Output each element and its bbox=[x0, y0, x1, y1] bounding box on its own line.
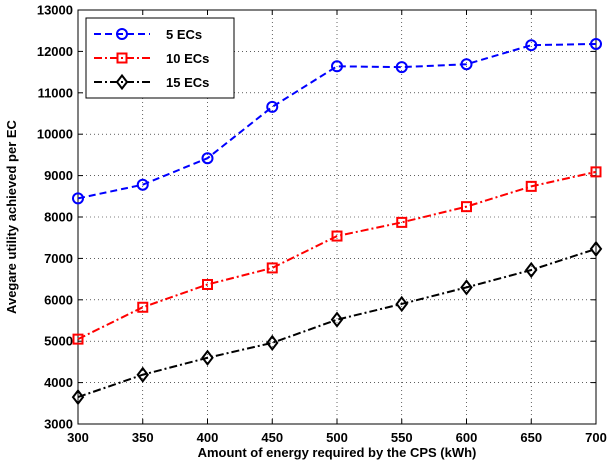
data-point bbox=[525, 180, 537, 192]
data-point bbox=[136, 366, 150, 383]
data-point bbox=[72, 333, 84, 345]
data-point bbox=[201, 349, 214, 366]
data-point bbox=[72, 192, 84, 205]
data-point bbox=[265, 334, 279, 351]
data-point bbox=[331, 60, 343, 73]
data-point bbox=[330, 311, 344, 328]
data-point bbox=[266, 100, 279, 113]
legend-marker bbox=[116, 52, 128, 64]
legend-box bbox=[85, 17, 235, 99]
y-tick-label: 13000 bbox=[37, 3, 73, 18]
series-line bbox=[77, 170, 597, 341]
x-axis-label: Amount of energy required by the CPS (kW… bbox=[198, 445, 477, 460]
x-tick-label: 600 bbox=[456, 430, 478, 445]
data-point bbox=[590, 37, 602, 50]
y-tick-label: 5000 bbox=[44, 334, 73, 349]
legend-label: 10 ECs bbox=[166, 51, 209, 66]
data-point bbox=[395, 61, 408, 74]
data-point bbox=[137, 301, 149, 313]
y-tick-label: 11000 bbox=[38, 85, 73, 100]
data-point bbox=[331, 230, 343, 242]
y-tick-label: 6000 bbox=[44, 292, 73, 307]
data-point bbox=[590, 166, 602, 178]
y-tick-label: 7000 bbox=[44, 251, 73, 266]
legend-label: 15 ECs bbox=[166, 75, 209, 90]
legend-item: 15 ECs bbox=[94, 73, 209, 91]
data-point bbox=[524, 261, 538, 279]
data-point bbox=[396, 216, 408, 228]
data-point bbox=[136, 178, 149, 191]
legend-label: 5 ECs bbox=[166, 27, 202, 42]
data-point bbox=[266, 262, 278, 274]
x-tick-label: 650 bbox=[520, 430, 542, 445]
data-point bbox=[461, 201, 472, 213]
y-tick-label: 12000 bbox=[37, 44, 73, 59]
data-point bbox=[460, 58, 473, 71]
legend-item: 5 ECs bbox=[94, 27, 202, 42]
axis-ticks: 300 350 400 450 500 550 600 650 700 3000 4000 5000 6… bbox=[37, 3, 607, 446]
data-point bbox=[201, 152, 214, 165]
y-tick-label: 9000 bbox=[44, 168, 73, 183]
x-tick-label: 350 bbox=[132, 430, 154, 445]
x-tick-label: 300 bbox=[67, 430, 89, 445]
series-line bbox=[77, 42, 597, 200]
y-tick-label: 3000 bbox=[44, 417, 73, 432]
series-2 bbox=[72, 166, 602, 345]
y-axis-label: Avegare utility achieved per EC bbox=[4, 119, 19, 313]
y-tick-label: 4000 bbox=[44, 375, 73, 390]
data-point bbox=[525, 39, 538, 52]
data-point bbox=[395, 295, 409, 313]
legend-item: 10 ECs bbox=[94, 51, 209, 66]
x-tick-label: 500 bbox=[326, 430, 348, 445]
data-point bbox=[71, 388, 85, 406]
data-point bbox=[202, 278, 213, 290]
x-tick-label: 700 bbox=[585, 430, 607, 445]
series-line bbox=[77, 247, 597, 399]
y-tick-label: 8000 bbox=[44, 210, 73, 225]
series-group bbox=[71, 37, 603, 406]
legend-marker bbox=[115, 73, 129, 91]
data-point bbox=[589, 240, 603, 258]
x-tick-label: 450 bbox=[261, 430, 283, 445]
series-1 bbox=[72, 37, 602, 205]
x-tick-label: 550 bbox=[391, 430, 413, 445]
legend: 5 ECs 10 ECs 15 ECs bbox=[85, 17, 235, 99]
legend-marker bbox=[116, 28, 128, 40]
series-3 bbox=[71, 240, 603, 406]
data-point bbox=[460, 279, 473, 296]
x-tick-label: 400 bbox=[197, 430, 219, 445]
y-tick-label: 10000 bbox=[37, 127, 73, 142]
